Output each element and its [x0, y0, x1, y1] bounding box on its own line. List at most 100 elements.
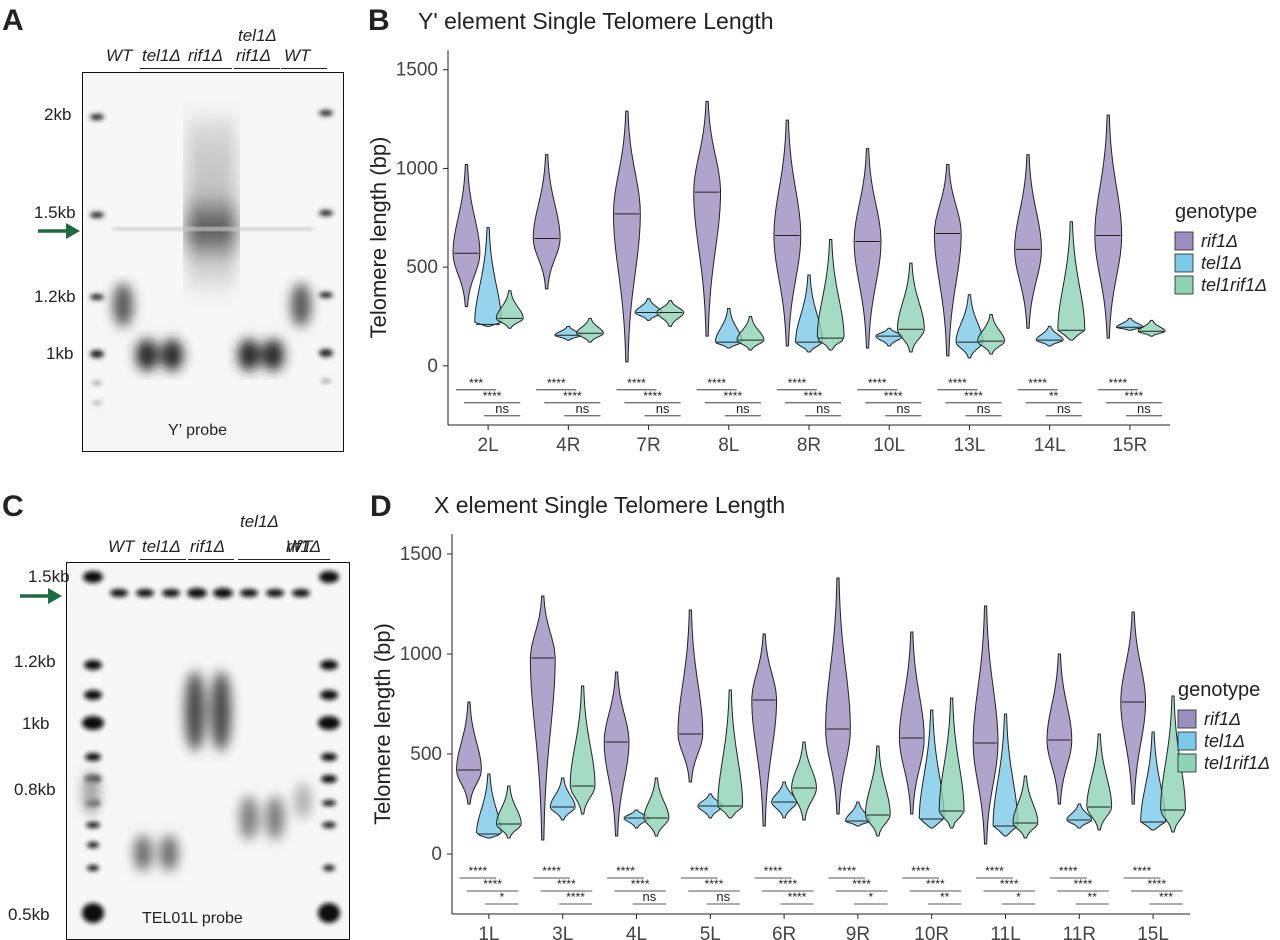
- significance-label: ****: [631, 877, 650, 891]
- x-tick-label: 4R: [556, 435, 580, 456]
- x-tick-label: 8R: [797, 435, 821, 456]
- significance-label: ns: [977, 401, 991, 416]
- significance-label: ns: [576, 401, 590, 416]
- violin-tel1Δ: [1066, 803, 1093, 829]
- lane-label: rif1Δ: [286, 537, 322, 556]
- lane-underline: [140, 68, 186, 69]
- significance-label: ****: [1000, 877, 1019, 891]
- lane-underline: [238, 559, 284, 560]
- arrow-icon: [20, 588, 62, 604]
- x-tick-label: 9R: [846, 924, 870, 940]
- significance-label: ns: [1137, 401, 1151, 416]
- significance-label: ****: [483, 389, 502, 403]
- violin-tel1Δ: [1035, 325, 1064, 347]
- violin-rif1Δ: [933, 163, 962, 357]
- significance-label: ****: [948, 376, 967, 390]
- significance-label: ****: [627, 376, 646, 390]
- marker-label: 0.5kb: [8, 905, 50, 924]
- significance-label: ns: [736, 401, 750, 416]
- significance-label: **: [1049, 389, 1059, 403]
- gel-c: [66, 562, 350, 940]
- x-tick-label: 4L: [626, 924, 647, 940]
- significance-label: ns: [716, 889, 730, 904]
- significance-label: ****: [778, 877, 797, 891]
- significance-label: ****: [557, 877, 576, 891]
- significance-label: ns: [816, 401, 830, 416]
- x-tick-label: 2L: [478, 435, 499, 456]
- x-tick-label: 15R: [1112, 435, 1147, 456]
- y-tick-label: 0: [431, 844, 442, 865]
- significance-label: ns: [495, 401, 509, 416]
- violin-rif1Δ: [1094, 114, 1123, 339]
- violin-tel1rif1Δ: [1086, 733, 1113, 831]
- y-tick-label: 500: [410, 744, 442, 765]
- violin-rif1Δ: [452, 163, 481, 308]
- significance-label: ***: [469, 376, 483, 390]
- violin-tel1Δ: [623, 809, 650, 829]
- significance-label: ****: [566, 890, 585, 904]
- violin-rif1Δ: [1014, 154, 1042, 329]
- legend-swatch: [1177, 753, 1197, 773]
- marker-label: 1.5kb: [34, 203, 76, 222]
- x-tick-label: 3L: [552, 924, 573, 940]
- x-tick-label: 14L: [1034, 435, 1066, 456]
- significance-label: ****: [884, 389, 903, 403]
- ladder-band: [90, 114, 104, 120]
- lane-label: WT: [284, 46, 311, 65]
- panel-c-letter: C: [2, 490, 24, 523]
- violin-tel1rif1Δ: [791, 741, 817, 821]
- arrow-icon: [38, 223, 80, 239]
- violin-tel1rif1Δ: [717, 689, 744, 819]
- lane-underline: [281, 68, 327, 69]
- legend-swatch: [1174, 253, 1194, 273]
- marker-label: 1kb: [22, 714, 50, 733]
- significance-label: ****: [705, 877, 724, 891]
- chart-d-title: X element Single Telomere Length: [434, 492, 786, 518]
- x-tick-label: 5L: [700, 924, 721, 940]
- y-tick-label: 1500: [396, 60, 438, 81]
- x-tick-label: 7R: [636, 435, 660, 456]
- lane-underline: [186, 68, 232, 69]
- significance-label: ****: [723, 389, 742, 403]
- significance-label: ****: [643, 389, 662, 403]
- ladder-band: [90, 212, 104, 218]
- significance-label: ***: [1159, 890, 1173, 904]
- lane-underline: [140, 559, 186, 560]
- legend-title: genotype: [1178, 679, 1260, 701]
- chart-b-title: Y' element Single Telomere Length: [418, 8, 774, 34]
- lane-label-top: tel1Δ: [238, 26, 277, 45]
- significance-label: *: [499, 890, 504, 904]
- violin-tel1rif1Δ: [656, 300, 685, 327]
- lane-label: rif1Δ: [190, 537, 226, 556]
- legend-label: tel1Δ: [1204, 731, 1245, 751]
- significance-label: ****: [1147, 877, 1166, 891]
- significance-label: ****: [542, 864, 561, 878]
- violin-tel1rif1Δ: [1160, 695, 1186, 833]
- violin-tel1rif1Δ: [1057, 221, 1086, 341]
- violin-tel1rif1Δ: [896, 262, 925, 353]
- lane-underline: [284, 559, 330, 560]
- violin-tel1rif1Δ: [643, 777, 670, 837]
- gel-a-image: [90, 110, 333, 405]
- legend-swatch: [1174, 275, 1194, 295]
- significance-label: ****: [468, 864, 487, 878]
- significance-label: ****: [1133, 864, 1152, 878]
- x-tick-label: 10R: [914, 924, 949, 940]
- violin-tel1rif1Δ: [938, 697, 965, 829]
- x-tick-label: 11L: [990, 924, 1020, 940]
- y-tick-label: 500: [406, 257, 438, 278]
- violin-rif1Δ: [456, 701, 482, 805]
- lane-label: tel1Δ: [142, 46, 181, 65]
- significance-label: ns: [896, 401, 910, 416]
- legend-label: tel1Δ: [1201, 253, 1242, 273]
- violin-rif1Δ: [773, 119, 802, 347]
- marker-label: 1.2kb: [14, 652, 56, 671]
- violin-rif1Δ: [677, 609, 704, 783]
- ladder-band: [90, 294, 104, 300]
- violin-tel1rif1Δ: [864, 745, 891, 837]
- y-tick-label: 1500: [400, 544, 442, 565]
- significance-label: ****: [985, 864, 1004, 878]
- significance-label: ns: [643, 889, 657, 904]
- significance-label: ****: [1074, 877, 1093, 891]
